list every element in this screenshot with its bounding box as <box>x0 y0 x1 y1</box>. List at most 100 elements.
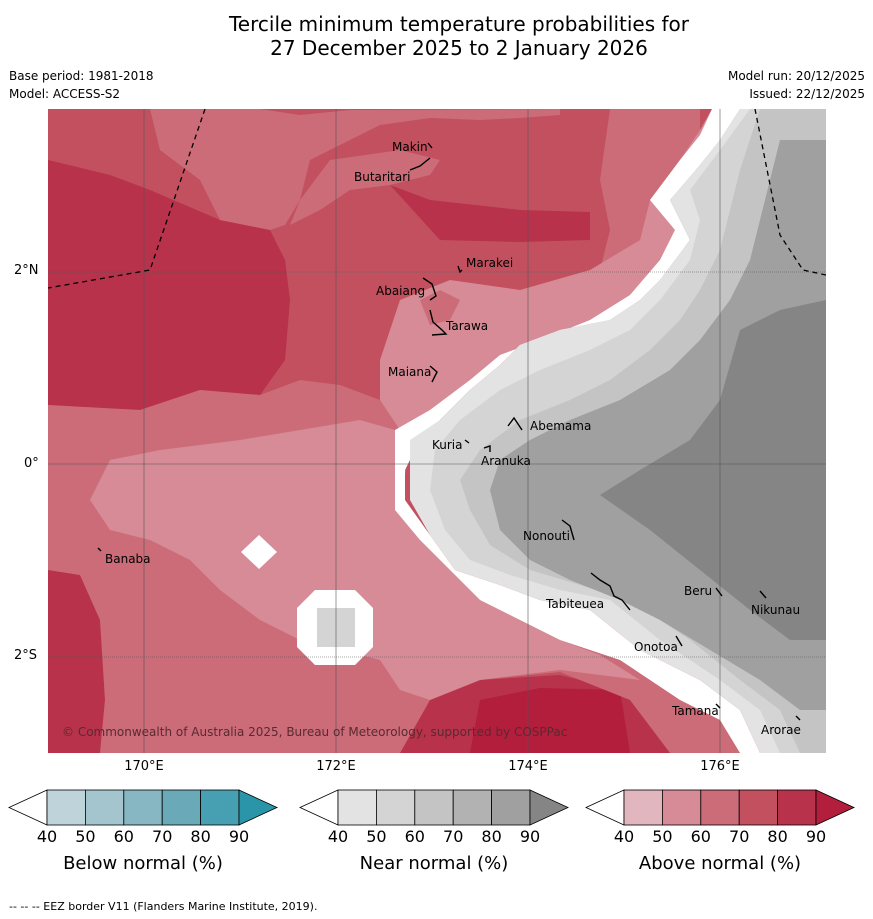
island-kuria <box>464 439 470 444</box>
colorbar-segment <box>738 789 779 826</box>
colorbar-title: Near normal (%) <box>359 853 509 874</box>
island-makin <box>427 142 433 149</box>
colorbar-extend-low <box>299 789 339 826</box>
lat-label-2N: 2°N <box>14 263 39 278</box>
island-tarawa <box>429 309 448 336</box>
islands <box>97 142 801 721</box>
island-nikunau <box>759 590 767 599</box>
region-above-50-central <box>90 420 640 700</box>
chart-title: Tercile minimum temperature probabilitie… <box>0 12 873 60</box>
lon-label-176E: 176°E <box>700 759 740 774</box>
colorbar-segment <box>662 789 702 826</box>
region-above-60-north2 <box>290 150 440 225</box>
place-label-banaba: Banaba <box>105 552 151 566</box>
colorbar-extend-low <box>8 789 48 826</box>
eez-border <box>48 109 826 289</box>
colorbar-tick-label: 40 <box>613 827 635 846</box>
lat-label-0: 0° <box>24 456 39 471</box>
place-label-tamana: Tamana <box>671 704 719 718</box>
colorbar-extend-high <box>529 789 569 826</box>
island-arorae <box>795 715 801 721</box>
colorbar-tick-label: 50 <box>652 827 673 846</box>
colorbar-segment <box>375 789 416 826</box>
island-butaritari <box>409 157 431 171</box>
colorbar-tick-label: 50 <box>366 827 387 846</box>
place-label-maiana: Maiana <box>388 365 431 379</box>
colorbar-segment <box>123 789 163 826</box>
colorbar-tick-label: 90 <box>805 827 827 846</box>
lon-label-174E: 174°E <box>508 759 548 774</box>
place-label-aranuka: Aranuka <box>481 454 531 468</box>
model-run-text: Model run: 20/12/2025 <box>727 69 865 83</box>
footer-eez-note: -- -- -- EEZ border V11 (Flanders Marine… <box>9 900 318 913</box>
colorbar-tick-label: 40 <box>327 827 349 846</box>
colorbar-segment <box>337 789 377 826</box>
island-aranuka <box>483 445 491 452</box>
colorbar-tick-label: 70 <box>729 827 750 846</box>
place-label-butaritari: Butaritari <box>354 170 411 184</box>
colorbar-tick-label: 60 <box>113 827 134 846</box>
region-above-60-tarawa <box>420 290 460 325</box>
colorbar-segment <box>777 789 817 826</box>
island-nonouti <box>561 519 575 541</box>
place-label-nikunau: Nikunau <box>751 603 800 617</box>
copyright-text: © Commonwealth of Australia 2025, Bureau… <box>62 725 567 739</box>
model-text: Model: ACCESS-S2 <box>9 87 121 101</box>
place-label-abaiang: Abaiang <box>376 284 425 298</box>
colorbar-tick-label: 60 <box>690 827 711 846</box>
meta-right: Model run: 20/12/2025 Issued: 22/12/2025 <box>728 67 865 103</box>
meta-left: Base period: 1981-2018 Model: ACCESS-S2 <box>9 67 154 103</box>
colorbar-tick-label: 80 <box>190 827 211 846</box>
lat-label-2S: 2°S <box>14 648 38 663</box>
colorbar-tick-label: 50 <box>75 827 96 846</box>
gridlines <box>48 109 826 753</box>
colorbar-tick-label: 70 <box>152 827 173 846</box>
place-label-tarawa: Tarawa <box>445 319 488 333</box>
lon-label-170E: 170°E <box>124 759 164 774</box>
region-below-40-diamond <box>241 535 277 569</box>
colorbar-segment <box>161 789 201 826</box>
place-label-abemama: Abemama <box>530 419 591 433</box>
place-label-onotoa: Onotoa <box>634 640 678 654</box>
lon-label-172E: 172°E <box>316 759 356 774</box>
island-maiana <box>429 365 438 383</box>
region-below-40-band <box>395 109 760 753</box>
island-onotoa <box>675 635 683 647</box>
region-near-80 <box>600 300 826 640</box>
place-label-beru: Beru <box>684 584 712 598</box>
colorbar-segment <box>452 789 493 826</box>
colorbar-segment <box>700 789 740 826</box>
colorbar-extend-low <box>585 789 625 826</box>
colorbar-segment <box>491 789 531 826</box>
colorbar-tick-label: 60 <box>404 827 425 846</box>
base-period-text: Base period: 1981-2018 <box>9 69 154 83</box>
colorbar-tick-label: 90 <box>228 827 250 846</box>
region-above-80-southwest <box>48 570 105 753</box>
colorbar-tick-label: 80 <box>767 827 788 846</box>
colorbar-tick-label: 40 <box>36 827 58 846</box>
place-label-marakei: Marakei <box>466 256 513 270</box>
title-line-1: Tercile minimum temperature probabilitie… <box>228 12 690 36</box>
colorbar-tick-label: 70 <box>443 827 464 846</box>
island-tabiteuea <box>590 572 631 611</box>
colorbar-tick-label: 80 <box>481 827 502 846</box>
island-tamana <box>715 703 721 709</box>
colorbar-segment <box>200 789 240 826</box>
island-abaiang <box>422 277 437 301</box>
map-area[interactable]: Makin Butaritari Marakei Abaiang Tarawa … <box>48 109 826 753</box>
issued-text: Issued: 22/12/2025 <box>749 87 865 101</box>
colorbar-segment <box>46 789 86 826</box>
place-label-nonouti: Nonouti <box>523 529 570 543</box>
island-beru <box>715 587 723 597</box>
colorbars <box>8 789 855 826</box>
region-above-80-north <box>390 185 590 242</box>
island-banaba <box>97 547 102 552</box>
title-line-2: 27 December 2025 to 2 January 2026 <box>270 36 648 60</box>
colorbar-extend-high <box>815 789 855 826</box>
island-abemama <box>507 416 523 431</box>
island-marakei <box>457 265 463 274</box>
region-above-80-west <box>48 160 290 410</box>
colorbar-title: Above normal (%) <box>638 853 802 874</box>
colorbar-segment <box>85 789 125 826</box>
